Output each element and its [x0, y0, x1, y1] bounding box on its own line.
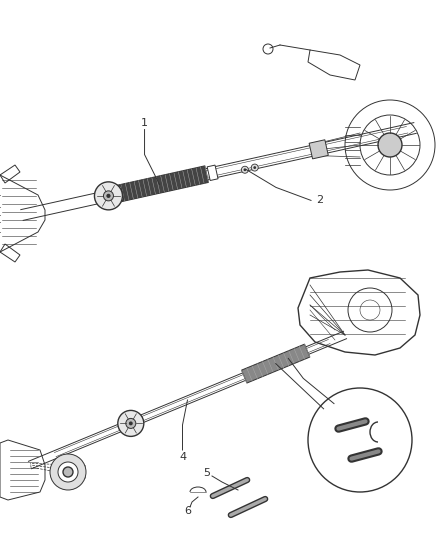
Circle shape — [378, 133, 402, 157]
Polygon shape — [309, 140, 328, 159]
Circle shape — [106, 194, 110, 198]
Circle shape — [63, 467, 73, 477]
Circle shape — [103, 191, 113, 201]
Text: 5: 5 — [204, 468, 211, 478]
Circle shape — [241, 166, 248, 173]
Circle shape — [95, 182, 123, 210]
Polygon shape — [207, 165, 218, 181]
Circle shape — [58, 462, 78, 482]
Text: 2: 2 — [316, 196, 323, 205]
Circle shape — [308, 388, 412, 492]
Circle shape — [50, 454, 86, 490]
Circle shape — [126, 418, 136, 429]
Text: 3: 3 — [346, 399, 353, 409]
Circle shape — [118, 410, 144, 437]
Text: 1: 1 — [141, 118, 148, 127]
Text: 4: 4 — [179, 452, 186, 462]
Circle shape — [251, 164, 258, 171]
Circle shape — [129, 422, 133, 425]
Text: 6: 6 — [184, 506, 191, 516]
Polygon shape — [113, 186, 124, 201]
Polygon shape — [241, 344, 310, 383]
Circle shape — [253, 166, 256, 169]
Circle shape — [244, 168, 246, 171]
Polygon shape — [117, 166, 208, 202]
